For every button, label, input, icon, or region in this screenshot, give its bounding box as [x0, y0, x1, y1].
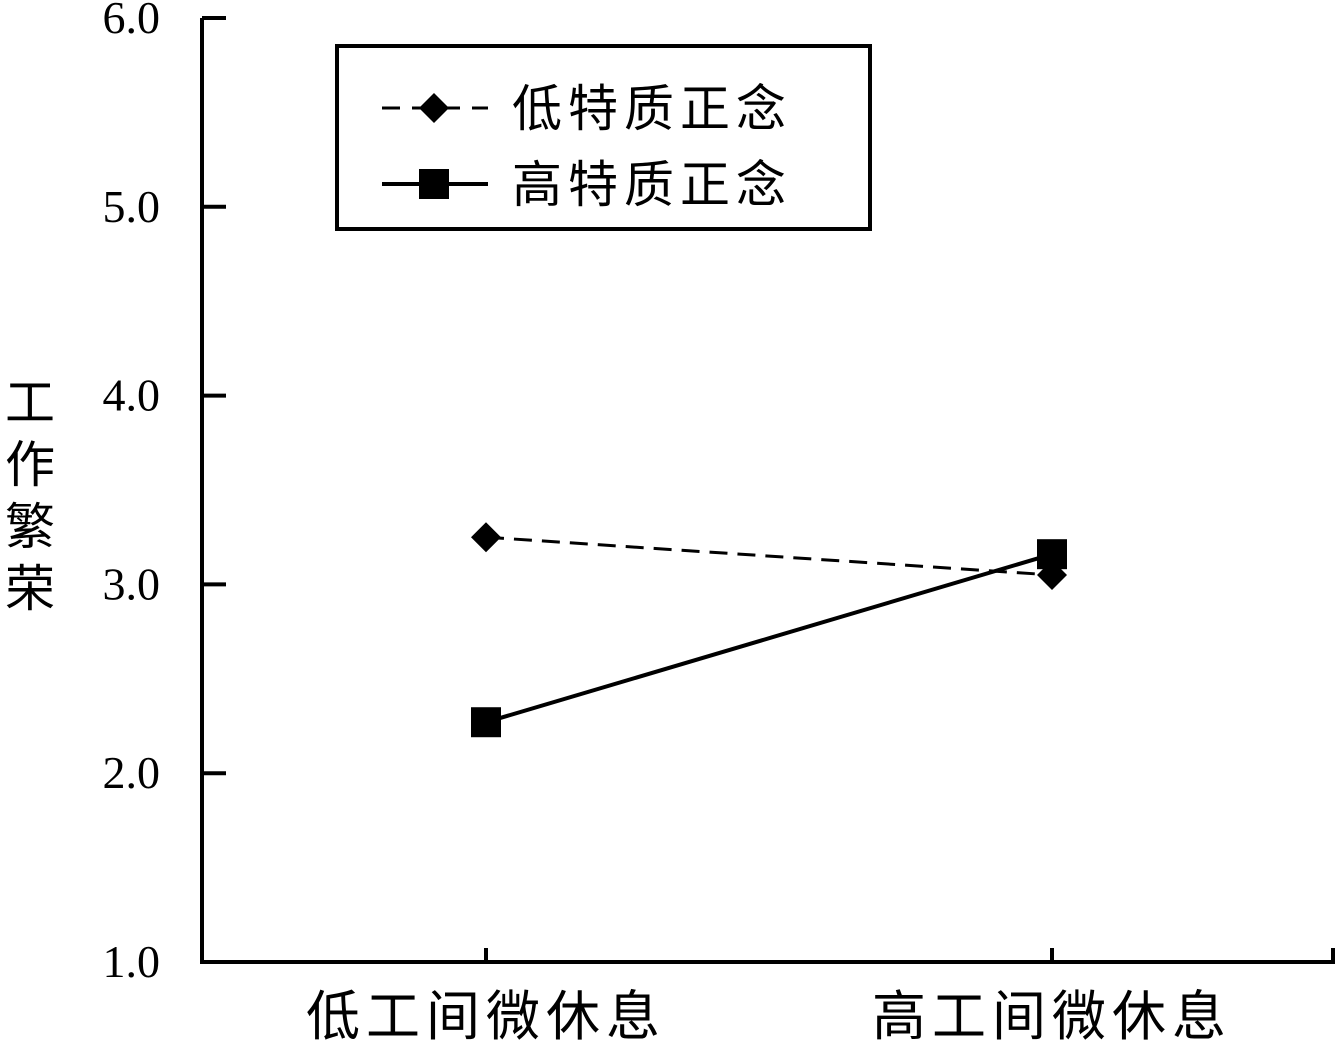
series-low-mindfulness: [471, 522, 1067, 590]
y-tick-label: 2.0: [103, 747, 161, 798]
y-tick-label: 6.0: [103, 0, 161, 43]
y-tick-label: 3.0: [103, 558, 161, 609]
series-line: [485, 552, 1053, 725]
x-category-label: 高工间微休息: [872, 985, 1232, 1043]
y-tick-label: 1.0: [103, 936, 161, 987]
y-tick-label: 5.0: [103, 181, 161, 232]
y-ticks: 1.0 2.0 3.0 4.0 5.0 6.0: [103, 0, 226, 987]
x-ticks: 低工间微休息 高工间微休息: [306, 948, 1335, 1043]
y-axis-label: 工作繁荣: [5, 374, 55, 618]
series-high-mindfulness: [471, 539, 1067, 738]
axes: [200, 18, 1335, 964]
data-point-square: [1037, 539, 1067, 570]
legend-marker-diamond: [419, 93, 449, 123]
legend-marker-square: [419, 169, 449, 199]
series-group: [471, 522, 1067, 738]
legend-label: 低特质正念: [512, 80, 792, 138]
series-line: [485, 535, 1053, 577]
x-category-label: 低工间微休息: [306, 985, 666, 1043]
y-axis-label-text: 工作繁荣: [5, 374, 55, 618]
data-point-diamond: [471, 522, 501, 553]
legend-label: 高特质正念: [512, 156, 792, 214]
data-point-square: [471, 707, 501, 738]
y-tick-label: 4.0: [103, 370, 161, 421]
